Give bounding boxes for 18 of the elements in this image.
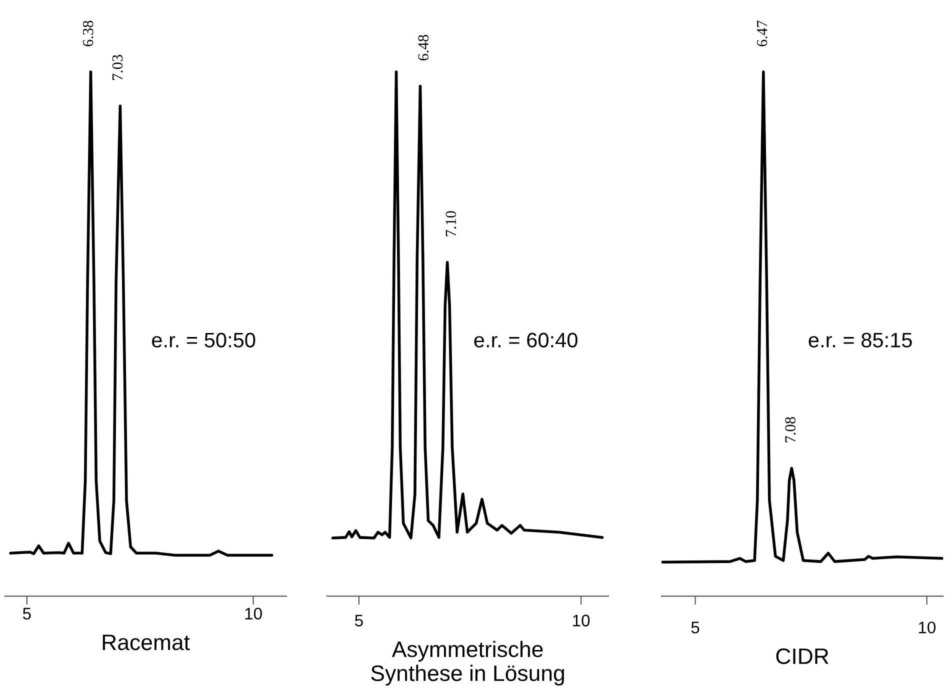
x-tick-label: 5 — [354, 614, 363, 626]
annotation: 7.10 — [446, 211, 456, 236]
x-tick-label: 5 — [691, 622, 700, 634]
x-axis-title: CIDR — [776, 648, 828, 664]
annotation: 6.47 — [756, 20, 768, 46]
annotation: e.r. = 50:50 — [152, 332, 256, 348]
x-tick-label: 5 — [22, 608, 31, 620]
annotation: 7.08 — [785, 417, 796, 442]
annotation: e.r. = 60:40 — [474, 332, 578, 348]
x-axis-title: Asymmetrische Synthese in Lösung — [371, 640, 564, 686]
x-tick-label: 10 — [918, 622, 936, 634]
x-tick-label: 10 — [573, 614, 590, 626]
x-tick-label: 10 — [245, 608, 262, 620]
annotation: 6.48 — [418, 34, 429, 60]
annotation: e.r. = 85:15 — [808, 332, 912, 348]
x-axis-title: Racemat — [102, 634, 190, 650]
annotation: 7.03 — [112, 54, 123, 80]
annotation: 6.38 — [82, 20, 94, 46]
